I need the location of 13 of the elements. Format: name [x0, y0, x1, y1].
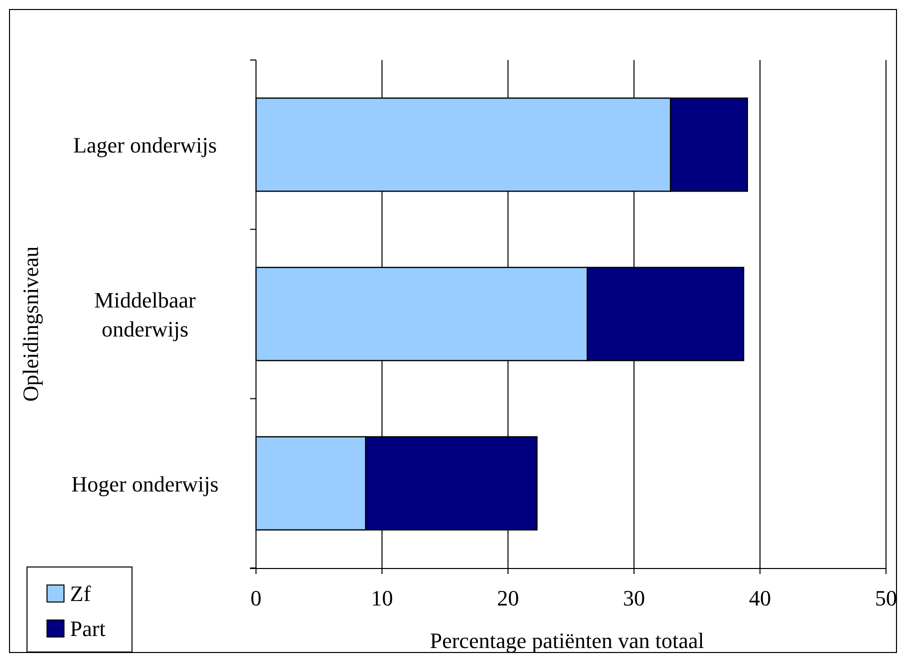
x-tick-label: 40: [749, 586, 771, 611]
legend-label: Part: [70, 616, 106, 641]
x-tick-label: 20: [497, 586, 519, 611]
x-axis-title: Percentage patiënten van totaal: [430, 628, 704, 653]
y-axis-title: Opleidingsniveau: [18, 246, 43, 402]
y-tick-label: Lager onderwijs: [73, 132, 217, 158]
x-tick-label: 30: [623, 586, 645, 611]
x-tick-label: 0: [250, 586, 262, 611]
legend-label: Zf: [70, 581, 92, 606]
x-tick-label: 50: [875, 586, 897, 611]
y-tick-label: Middelbaar onderwijs: [94, 288, 196, 342]
x-tick-label: 10: [371, 586, 393, 611]
y-tick-label: Hoger onderwijs: [71, 471, 219, 496]
